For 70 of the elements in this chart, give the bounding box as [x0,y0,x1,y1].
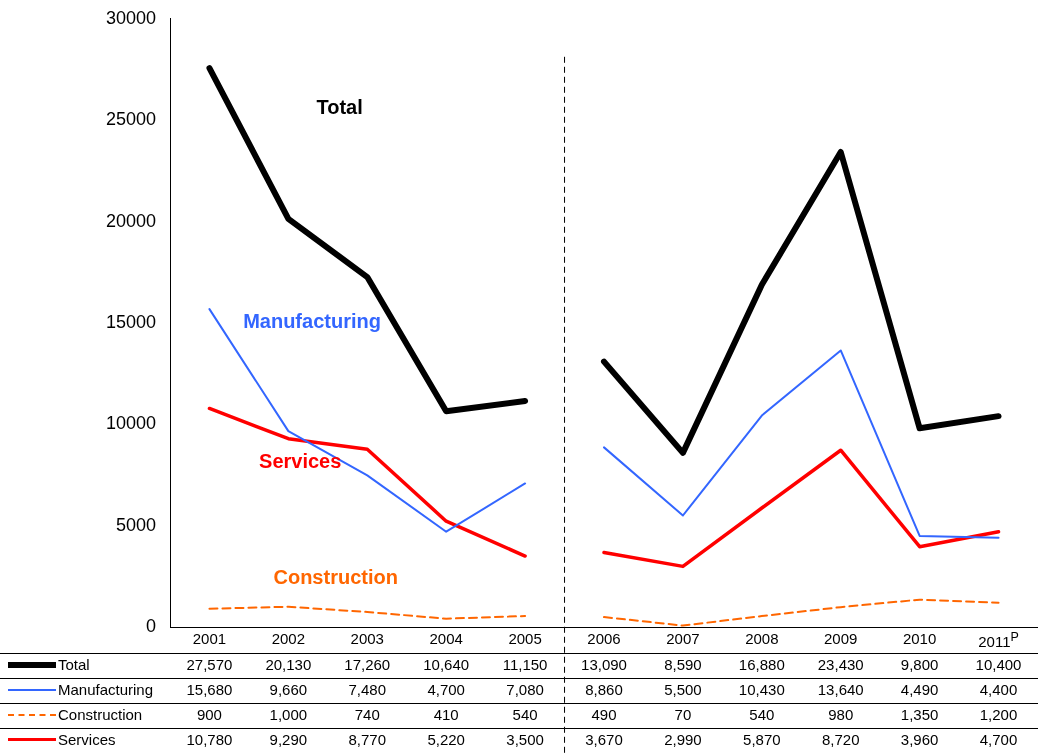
y-tick-label: 10000 [105,413,156,434]
data-label: 70 [674,706,692,723]
legend-label: Manufacturing [58,681,154,698]
data-label: 1,200 [979,706,1018,723]
data-label: 27,570 [186,656,233,673]
data-label: 540 [749,706,775,723]
data-label: 9,800 [900,656,939,673]
x-tick-label: 2002 [271,630,306,647]
data-label: 1,000 [269,706,308,723]
legend-label: Construction [58,706,143,723]
x-tick-label: 2001 [192,630,227,647]
data-label: 5,220 [427,731,465,748]
x-tick-label: 2007 [666,630,700,647]
data-label: 16,880 [738,656,785,673]
data-label: 10,430 [738,681,785,698]
y-tick-label: 5000 [115,514,156,535]
data-label: 17,260 [344,656,391,673]
data-label: 10,780 [186,731,233,748]
data-label: 10,640 [423,656,470,673]
data-label: 3,960 [900,731,939,748]
data-label: 13,090 [581,656,627,673]
y-tick-label: 20000 [105,210,156,231]
data-label: 4,700 [979,731,1018,748]
data-label: 410 [433,706,459,723]
y-tick-label: 25000 [105,109,156,130]
data-label: 540 [512,706,538,723]
x-tick-label: 2011$^{P}$ [978,630,1019,650]
annotation: Total [316,95,363,118]
data-label: 5,870 [743,731,781,748]
data-label: 11,150 [502,656,548,673]
data-label: 15,680 [186,681,233,698]
data-label: 4,400 [979,681,1018,698]
x-tick-label: 2005 [508,630,542,647]
data-label: 4,490 [900,681,939,698]
legend-label: Services [58,731,116,748]
data-label: 9,290 [269,731,308,748]
data-label: 7,080 [506,681,544,698]
data-label: 8,770 [348,731,387,748]
x-tick-label: 2006 [587,630,621,647]
data-label: 13,640 [817,681,864,698]
legend-label: Total [58,656,90,673]
data-label: 4,700 [427,681,465,698]
data-label: 900 [196,706,222,723]
data-label: 2,990 [664,731,702,748]
x-tick-label: 2010 [902,630,937,647]
data-label: 9,660 [269,681,308,698]
data-label: 980 [828,706,854,723]
annotation: Manufacturing [243,310,381,333]
data-label: 8,720 [821,731,860,748]
data-label: 3,670 [585,731,623,748]
data-label: 490 [591,706,617,723]
data-label: 10,400 [975,656,1022,673]
data-label: 8,590 [664,656,702,673]
data-label: 740 [354,706,380,723]
data-label: 5,500 [664,681,702,698]
data-label: 3,500 [506,731,544,748]
data-label: 8,860 [585,681,623,698]
y-tick-label: 15000 [105,311,156,332]
x-tick-label: 2004 [429,630,463,647]
y-tick-label: 30000 [105,7,156,28]
data-label: 23,430 [817,656,864,673]
y-tick-label: 0 [145,615,156,636]
data-label: 20,130 [265,656,312,673]
data-label: 7,480 [348,681,387,698]
data-label: 1,350 [900,706,939,723]
annotation: Services [259,450,342,473]
x-tick-label: 2008 [745,630,779,647]
x-tick-label: 2003 [350,630,384,647]
annotation: Construction [273,565,398,588]
x-tick-label: 2009 [824,630,858,647]
